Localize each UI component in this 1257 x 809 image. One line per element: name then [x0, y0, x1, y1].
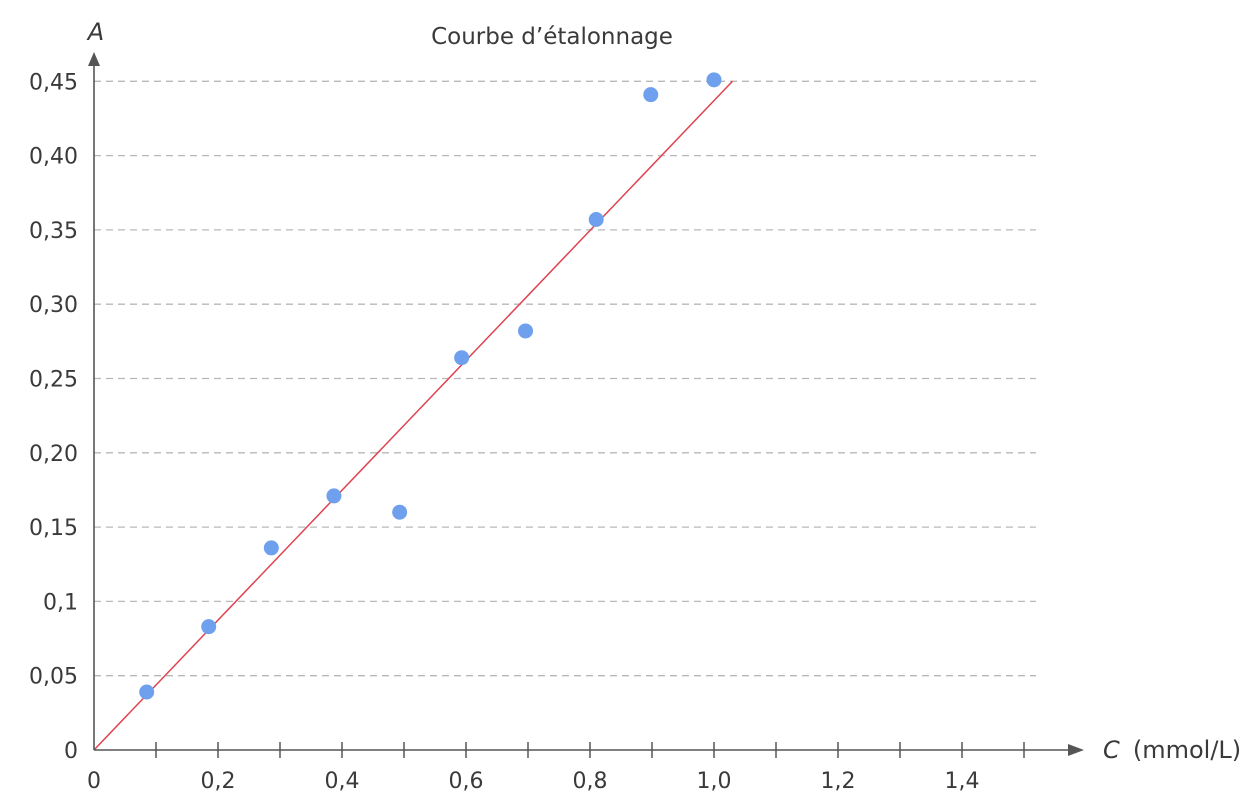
axes: [88, 52, 1084, 756]
y-tick-label: 0,1: [43, 590, 78, 615]
x-axis-symbol: C: [1103, 736, 1120, 764]
x-axis-label: C (mmol/L): [1103, 736, 1241, 764]
y-tick-label: 0,20: [29, 442, 78, 467]
fit-line: [93, 80, 734, 751]
y-tick-label: 0,05: [29, 665, 78, 690]
x-tick-label: 0,6: [449, 769, 484, 794]
y-tick-label: 0: [64, 739, 78, 764]
data-point: [706, 72, 722, 88]
data-point: [263, 540, 279, 556]
y-tick-label: 0,35: [29, 219, 78, 244]
y-axis-arrowhead: [88, 52, 100, 66]
y-tick-label: 0,30: [29, 293, 78, 318]
x-tick-label: 0,8: [573, 769, 608, 794]
x-tick-label: 1,4: [945, 769, 980, 794]
x-axis-arrowhead: [1068, 744, 1084, 756]
x-tick-label: 1,0: [697, 769, 732, 794]
data-points: [139, 72, 722, 700]
tick-marks: [155, 742, 1025, 758]
y-axis-label: A: [86, 18, 104, 46]
data-point: [392, 504, 408, 520]
gridlines: [94, 80, 1036, 677]
tick-labels: 0 0,05 0,1 0,15 0,20 0,25 0,30 0,35 0,40 0,45 0 0,2…: [29, 70, 979, 794]
y-tick-label: 0,15: [29, 516, 78, 541]
x-tick-label: 0,2: [201, 769, 236, 794]
data-point: [326, 488, 342, 504]
data-point: [454, 350, 470, 366]
fit-line-group: [93, 80, 734, 751]
data-point: [643, 87, 659, 103]
y-tick-label: 0,25: [29, 368, 78, 393]
data-point: [201, 619, 217, 635]
data-point: [139, 684, 155, 700]
x-tick-label: 0: [87, 769, 101, 794]
chart-title: Courbe d’étalonnage: [431, 24, 673, 50]
data-point: [588, 211, 604, 227]
y-tick-label: 0,40: [29, 145, 78, 170]
x-tick-label: 0,4: [325, 769, 360, 794]
x-tick-label: 1,2: [821, 769, 856, 794]
data-point: [518, 323, 534, 339]
y-tick-label: 0,45: [29, 70, 78, 95]
x-axis-unit: (mmol/L): [1133, 736, 1241, 764]
